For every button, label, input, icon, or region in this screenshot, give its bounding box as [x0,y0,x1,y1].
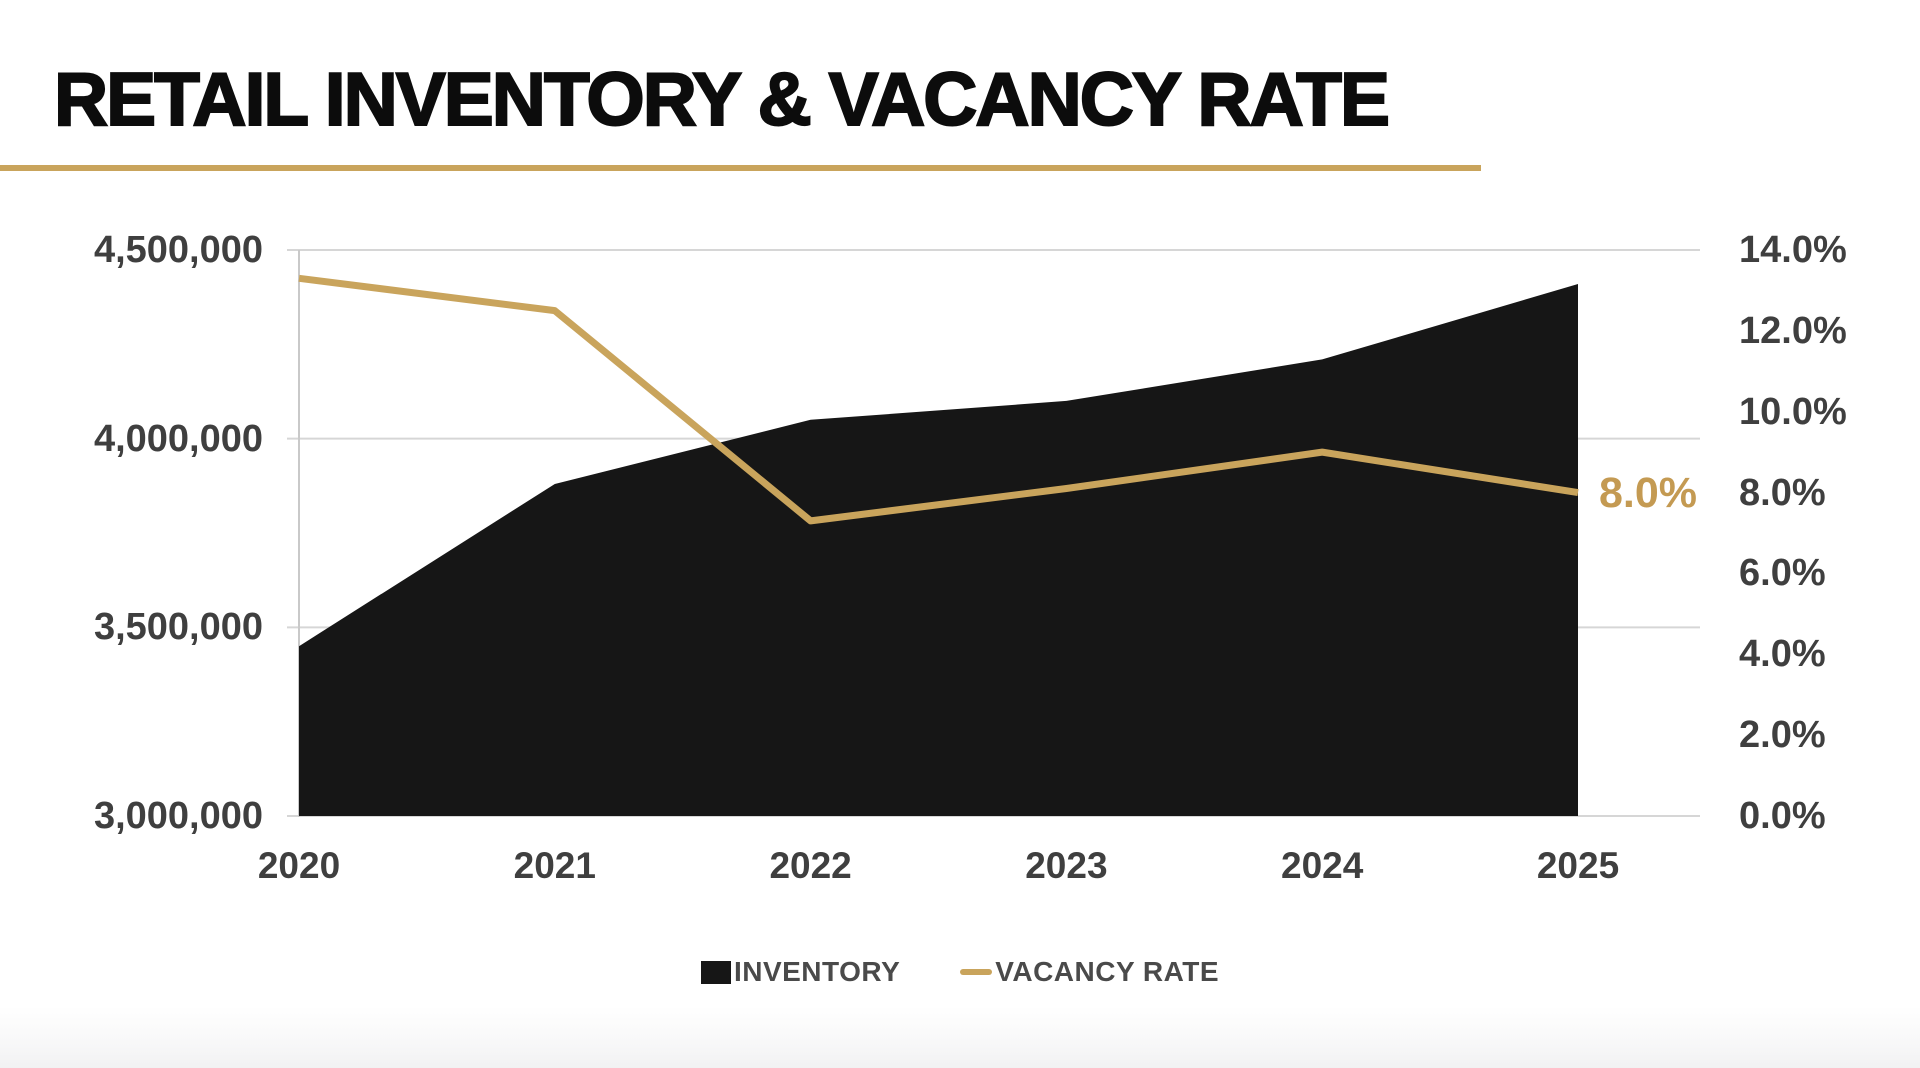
chart-legend: INVENTORY VACANCY RATE [0,950,1920,994]
inventory-area-series [299,283,1578,817]
right-axis-tick: 12.0% [1739,309,1847,352]
x-axis-tick: 2021 [513,845,596,886]
right-axis-tick: 0.0% [1739,795,1826,837]
left-axis-tick: 4,500,000 [93,229,263,271]
left-axis-tick: 3,000,000 [93,795,263,837]
page-title: RETAIL INVENTORY & VACANCY RATE [53,57,1391,141]
vacancy-rate-swatch-icon [960,969,993,975]
legend-item-vacancy-rate: VACANCY RATE [960,956,1219,988]
page-bottom-shade [0,1006,1920,1068]
right-axis-tick: 6.0% [1739,552,1826,595]
legend-label-inventory: INVENTORY [733,956,901,987]
inventory-swatch-icon [700,960,731,984]
x-axis-tick: 2025 [1536,845,1620,886]
x-axis-tick: 2023 [1025,845,1108,886]
left-axis-tick: 4,000,000 [93,417,263,460]
right-axis-tick: 4.0% [1739,633,1826,676]
right-axis-tick: 2.0% [1739,714,1826,757]
left-axis-tick: 3,500,000 [93,606,263,649]
x-axis-tick: 2024 [1281,845,1364,886]
right-axis-tick: 10.0% [1739,390,1847,433]
vacancy-rate-end-label: 8.0% [1599,469,1698,517]
vacancy-rate-line-series [298,274,1579,525]
title-underline [0,165,1481,171]
right-axis-tick: 14.0% [1739,229,1847,271]
x-axis-tick: 2020 [257,845,341,886]
legend-label-vacancy-rate: VACANCY RATE [995,956,1220,987]
x-axis-tick: 2022 [769,845,852,886]
right-axis-tick: 8.0% [1739,471,1826,514]
legend-item-inventory: INVENTORY [700,956,901,988]
